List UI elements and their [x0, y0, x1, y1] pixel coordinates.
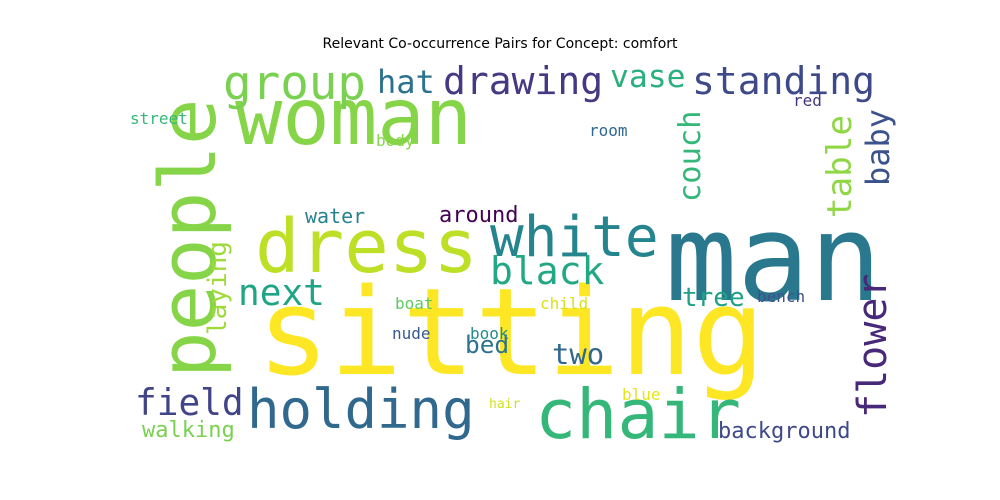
word-walking: walking [142, 418, 235, 443]
word-chair: chair [535, 376, 741, 450]
word-group: group [223, 60, 366, 111]
word-hair: hair [489, 397, 521, 412]
word-bench: bench [757, 287, 806, 306]
word-dress: dress [255, 204, 479, 290]
word-cloud: woman sitting man people dress chair hol… [125, 60, 900, 450]
word-flower: flower [850, 273, 896, 419]
word-red: red [793, 91, 822, 110]
word-bed: bed [465, 330, 510, 359]
word-room: room [589, 121, 628, 140]
word-vase: vase [610, 60, 686, 95]
word-two: two [552, 337, 605, 371]
word-people: people [144, 98, 234, 378]
word-child: child [540, 294, 589, 313]
word-holding: holding [247, 378, 475, 441]
word-tree: tree [682, 283, 745, 313]
word-baby: baby [859, 108, 897, 186]
word-blue: blue [622, 385, 661, 404]
word-sitting: sitting [257, 263, 765, 403]
word-next: next [238, 272, 325, 314]
word-black: black [490, 249, 605, 293]
word-standing: standing [692, 60, 876, 103]
word-couch: couch [673, 110, 708, 202]
chart-title: Relevant Co-occurrence Pairs for Concept… [322, 36, 678, 52]
word-boat: boat [395, 294, 434, 313]
word-hat: hat [377, 63, 435, 101]
word-man: man [665, 190, 882, 329]
word-laying: laying [203, 241, 233, 335]
word-field: field [135, 382, 244, 424]
word-drawing: drawing [443, 60, 604, 103]
word-water: water [305, 204, 366, 228]
word-white: white [490, 205, 659, 270]
word-woman: woman [235, 71, 473, 163]
word-table: table [820, 115, 860, 218]
word-nude: nude [392, 324, 431, 343]
word-street: street [130, 109, 188, 128]
word-background: background [718, 419, 851, 444]
word-around: around [439, 203, 519, 228]
word-body: body [376, 131, 415, 150]
word-book: book [470, 324, 509, 343]
